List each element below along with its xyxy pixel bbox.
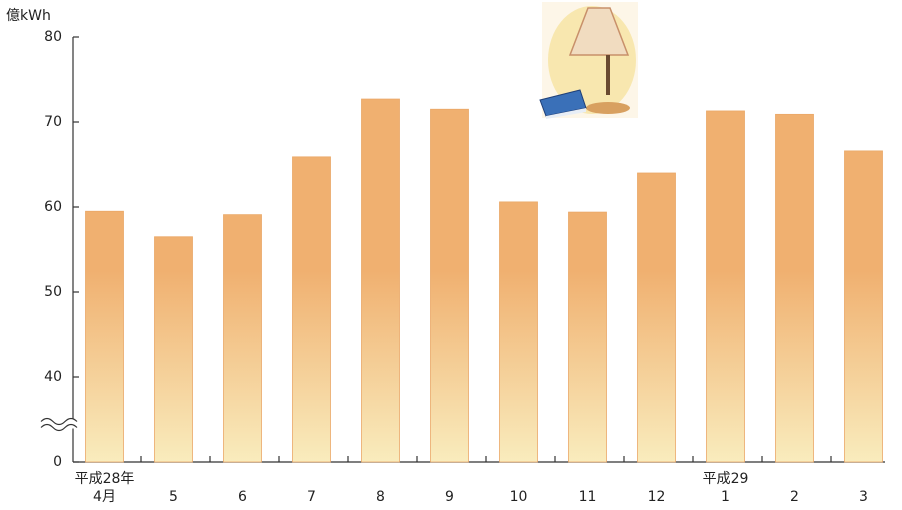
bar [223, 214, 262, 463]
bar [361, 98, 400, 463]
year-label: 平成29 [703, 471, 749, 487]
bar [775, 113, 814, 463]
x-tick-label: 4月 [93, 489, 116, 505]
y-tick-label: 0 [53, 454, 62, 470]
bar [637, 172, 676, 463]
y-tick-label: 50 [44, 284, 62, 300]
y-tick-label: 80 [44, 29, 62, 45]
y-tick-label: 40 [44, 369, 62, 385]
bar [154, 236, 193, 463]
y-tick-label: 70 [44, 114, 62, 130]
y-tick-label: 60 [44, 199, 62, 215]
x-tick-label: 6 [238, 489, 247, 505]
bar [499, 201, 538, 463]
x-tick-label: 5 [169, 489, 178, 505]
y-axis-label: 億kWh [6, 8, 51, 24]
bar [292, 156, 331, 463]
x-tick-label: 8 [376, 489, 385, 505]
bar [85, 210, 124, 463]
x-tick-label: 3 [859, 489, 868, 505]
x-tick-label: 11 [579, 489, 597, 505]
x-tick-label: 10 [510, 489, 528, 505]
lamp-illustration [539, 2, 638, 119]
bar [430, 108, 469, 463]
axis-break-gap [70, 418, 76, 429]
bar [706, 110, 745, 463]
bar [568, 211, 607, 463]
bar [844, 150, 883, 463]
x-tick-label: 1 [721, 489, 730, 505]
x-tick-label: 2 [790, 489, 799, 505]
x-tick-label: 12 [648, 489, 666, 505]
axis-break [40, 417, 78, 426]
x-tick-label: 9 [445, 489, 454, 505]
x-tick-label: 7 [307, 489, 316, 505]
year-label: 平成28年 [75, 471, 135, 487]
axis-break [40, 423, 78, 432]
